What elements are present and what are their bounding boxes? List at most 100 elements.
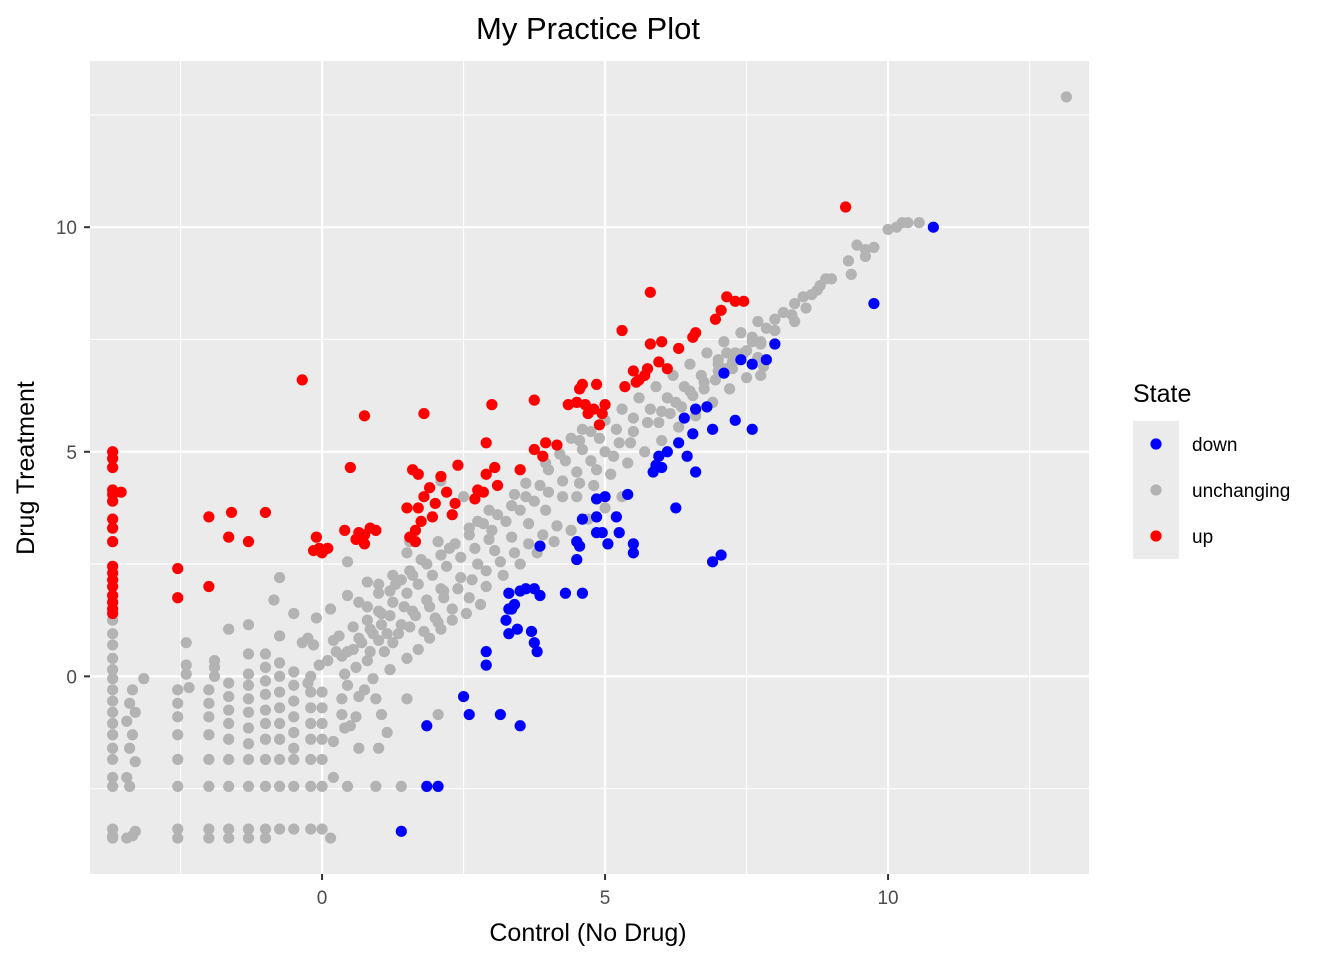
point-unchanging [203,697,215,709]
point-down [707,556,719,568]
point-unchanging [361,601,373,613]
point-unchanging [800,302,812,314]
x-tick-label: 0 [317,888,328,909]
point-up [418,491,430,503]
point-unchanging [274,780,286,793]
point-unchanging [107,717,119,730]
point-unchanging [421,594,433,606]
point-unchanging [316,686,328,698]
point-unchanging [483,504,495,516]
point-unchanging [701,347,713,359]
point-unchanging [882,223,894,236]
y-axis-title: Drug Treatment [12,381,40,555]
point-unchanging [341,646,354,658]
point-unchanging [557,491,569,503]
point-down [610,511,622,523]
point-unchanging [557,475,569,487]
point-unchanging [180,668,192,680]
point-down [927,221,939,233]
point-unchanging [296,637,308,649]
point-unchanging [537,529,549,541]
point-up [435,470,447,483]
point-unchanging [259,733,272,745]
point-unchanging [811,284,823,296]
point-unchanging [121,771,133,784]
point-unchanging [709,374,722,386]
point-down [701,401,713,413]
point-unchanging [523,538,535,550]
x-tick-label: 10 [877,888,898,909]
point-down [746,423,758,435]
point-up [370,524,382,536]
point-unchanging [353,596,365,608]
point-unchanging [573,477,586,489]
point-unchanging [316,753,328,766]
point-unchanging [740,372,753,384]
point-unchanging [687,390,699,402]
point-unchanging [576,443,589,456]
point-unchanging [274,670,286,682]
point-unchanging [203,832,215,844]
point-down [670,502,682,514]
point-unchanging [542,486,555,498]
legend-label-down: down [1192,435,1237,456]
point-unchanging [203,729,215,741]
point-unchanging [336,693,348,705]
point-unchanging [288,823,300,835]
point-unchanging [172,823,184,835]
point-unchanging [310,612,323,624]
point-down [590,493,603,505]
point-down [576,513,589,525]
point-up [225,506,238,519]
point-down [432,780,444,793]
point-unchanging [350,711,362,723]
point-unchanging [223,733,235,745]
point-unchanging [661,392,673,404]
point-unchanging [259,717,272,730]
point-down [729,414,741,426]
point-down [573,540,586,552]
point-unchanging [242,679,255,691]
point-up [573,383,586,395]
point-up [480,437,492,449]
legend-key-down [1150,438,1162,450]
point-unchanging [845,268,857,280]
point-down [868,297,880,310]
point-up [599,399,611,411]
point-unchanging [381,726,393,739]
point-unchanging [859,250,872,262]
point-up [491,479,504,492]
point-unchanging [305,717,317,730]
point-unchanging [259,661,272,673]
point-unchanging [407,605,419,617]
point-unchanging [370,693,382,705]
point-unchanging [678,381,690,393]
point-up [452,459,464,471]
point-unchanging [259,648,272,660]
point-down [715,549,727,561]
point-unchanging [565,432,577,444]
point-unchanging [712,358,724,370]
point-up [644,338,656,350]
point-down [531,646,543,658]
point-unchanging [616,403,628,415]
legend-label-up: up [1192,527,1213,548]
point-down [681,450,693,462]
point-down [457,690,470,703]
point-unchanging [353,632,365,644]
point-unchanging [223,823,235,835]
point-down [480,659,492,671]
point-unchanging [820,273,832,285]
point-unchanging [353,742,365,754]
point-unchanging [520,491,532,503]
legend-label-unchanging: unchanging [1192,481,1290,502]
point-unchanging [223,832,235,844]
point-down [590,511,603,523]
point-unchanging [463,592,475,604]
point-unchanging [364,623,376,635]
point-unchanging [126,830,139,842]
point-unchanging [432,536,444,548]
point-up [588,403,600,415]
point-unchanging [242,722,255,734]
point-unchanging [242,619,255,631]
